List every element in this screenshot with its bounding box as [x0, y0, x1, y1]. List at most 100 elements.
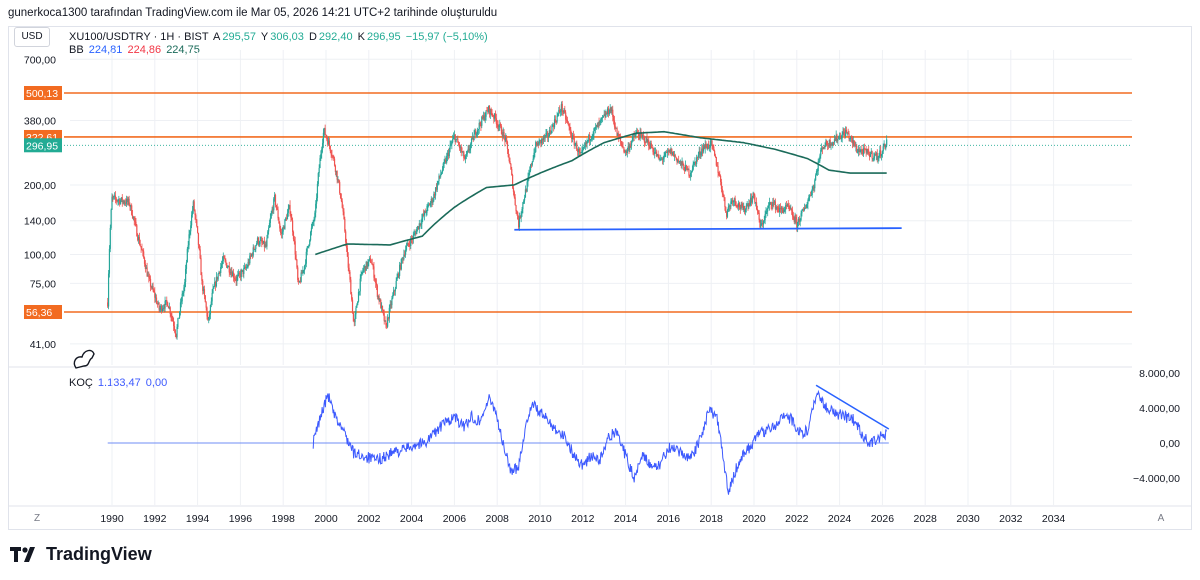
candle-body — [381, 305, 384, 311]
candle-body — [883, 143, 885, 147]
candle-body — [716, 165, 718, 167]
candle-body — [536, 143, 539, 146]
auto-scale-toggle[interactable]: A — [1157, 513, 1165, 524]
candle-body — [765, 211, 767, 215]
candle-body — [827, 145, 830, 147]
candle-body — [566, 119, 568, 122]
candle-body — [621, 143, 623, 146]
candle-body — [641, 133, 643, 136]
candle-body — [379, 299, 381, 302]
symbol-name[interactable]: XU100/USDTRY · 1H · BIST — [69, 31, 209, 43]
candle-body — [516, 211, 518, 213]
candle-body — [193, 201, 195, 211]
candle-body — [351, 299, 354, 313]
candle-body — [131, 205, 133, 215]
candle-body — [665, 152, 667, 153]
candle-body — [561, 103, 563, 112]
candle-body — [551, 125, 553, 134]
candle-body — [757, 210, 759, 213]
candle-body — [541, 138, 544, 141]
candle-body — [215, 276, 218, 287]
candle-body — [435, 187, 438, 190]
candle-body — [770, 202, 772, 205]
candle-body — [445, 160, 447, 163]
candle-body — [230, 271, 232, 274]
candle-body — [537, 143, 539, 146]
candle-body — [139, 244, 141, 247]
candle-body — [714, 150, 716, 156]
time-tick-label: 2022 — [785, 513, 809, 525]
candle-body — [758, 212, 760, 220]
candle-body — [496, 123, 498, 125]
candle-body — [475, 130, 477, 136]
candle-body — [189, 231, 191, 235]
candle-body — [482, 116, 484, 119]
candle-body — [635, 132, 637, 136]
close-value: 296,95 — [366, 31, 401, 43]
candle-body — [484, 116, 486, 121]
candle-body — [455, 139, 457, 142]
candle-body — [512, 174, 514, 188]
candle-body — [126, 198, 129, 202]
open-value: 295,57 — [222, 31, 257, 43]
roc-zero-value: 0,00 — [145, 377, 168, 389]
candle-body — [755, 202, 758, 209]
bollinger-basis-line — [315, 130, 887, 256]
candle-body — [617, 133, 619, 137]
candle-body — [339, 193, 342, 199]
candle-body — [119, 200, 122, 204]
candle-body — [573, 137, 575, 146]
candle-body — [565, 119, 568, 121]
price-tick-label: 140,00 — [24, 216, 56, 228]
candle-body — [648, 146, 651, 149]
candle-body — [207, 316, 209, 320]
candle-body — [135, 221, 137, 226]
candle-body — [340, 198, 343, 202]
candle-body — [247, 262, 249, 268]
candle-body — [214, 281, 216, 287]
candle-body — [799, 220, 801, 222]
candle-body — [744, 209, 747, 213]
candle-body — [359, 278, 361, 292]
candle-body — [571, 135, 573, 140]
candle-body — [645, 137, 647, 143]
candle-body — [478, 122, 480, 130]
candle-body — [213, 286, 215, 289]
candle-body — [684, 165, 687, 172]
candle-body — [259, 240, 261, 245]
candle-body — [262, 242, 264, 244]
candle-body — [815, 171, 818, 176]
candle-body — [796, 219, 798, 228]
candle-body — [218, 271, 220, 274]
candle-body — [267, 231, 269, 239]
candle-body — [318, 168, 320, 174]
candle-body — [363, 268, 365, 271]
bb-lower-value: 224,75 — [166, 44, 200, 56]
candle-body — [114, 195, 117, 199]
candle-body — [471, 136, 473, 139]
candle-body — [434, 187, 437, 196]
candle-body — [325, 134, 327, 137]
candle-body — [709, 140, 711, 148]
candle-body — [751, 197, 753, 203]
candle-body — [281, 231, 283, 234]
candles-group — [107, 100, 888, 340]
candle-body — [441, 169, 444, 173]
candle-body — [807, 200, 809, 205]
candle-body — [161, 308, 164, 311]
roc-label[interactable]: KOÇ — [69, 377, 93, 389]
candle-body — [118, 199, 120, 201]
log-scale-toggle[interactable]: Z — [33, 513, 41, 524]
candle-body — [397, 273, 399, 278]
currency-button[interactable]: USD — [14, 27, 50, 47]
candle-body — [571, 135, 574, 140]
candle-body — [385, 320, 387, 326]
candle-body — [664, 152, 666, 157]
candle-body — [831, 143, 833, 146]
bb-label[interactable]: BB — [69, 44, 84, 56]
candle-body — [882, 146, 884, 152]
candle-body — [593, 128, 595, 135]
time-tick-label: 2014 — [614, 513, 638, 525]
candle-body — [658, 154, 660, 160]
